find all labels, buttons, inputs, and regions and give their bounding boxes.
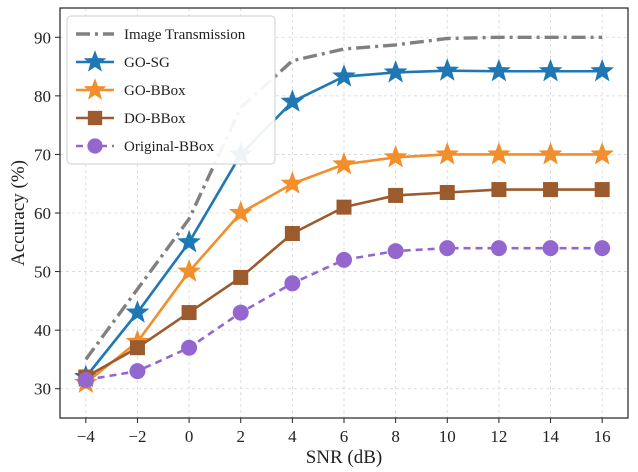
data-point-do-bbox xyxy=(284,226,300,241)
data-point-original-bbox xyxy=(594,240,611,257)
data-point-go-sg xyxy=(383,59,408,83)
x-tick-label: −2 xyxy=(128,427,146,446)
data-point-go-bbox xyxy=(228,200,253,224)
data-point-go-bbox xyxy=(383,144,408,168)
data-point-do-bbox xyxy=(233,269,249,285)
y-tick-label: 60 xyxy=(34,204,51,223)
data-point-go-sg xyxy=(435,58,460,81)
data-point-do-bbox xyxy=(336,199,352,215)
x-tick-label: 14 xyxy=(542,427,560,446)
series-line-original-bbox xyxy=(85,246,603,382)
series-line-do-bbox xyxy=(85,188,603,379)
data-point-go-sg xyxy=(538,58,563,82)
data-point-do-bbox xyxy=(439,185,455,200)
y-axis-title: Accuracy (%) xyxy=(8,160,29,266)
data-point-go-bbox xyxy=(332,151,356,175)
data-point-original-bbox xyxy=(542,240,559,257)
x-axis-title: SNR (dB) xyxy=(306,447,383,468)
data-point-original-bbox xyxy=(490,240,507,257)
data-point-original-bbox xyxy=(129,363,146,380)
data-point-go-sg xyxy=(125,300,150,323)
data-point-go-bbox xyxy=(435,141,460,165)
data-point-go-bbox xyxy=(590,141,615,165)
data-point-original-bbox xyxy=(77,371,94,388)
data-point-original-bbox xyxy=(439,240,456,257)
data-point-original-bbox xyxy=(284,275,301,292)
legend-marker-go-bbox xyxy=(83,78,107,100)
data-point-original-bbox xyxy=(387,243,404,260)
legend-marker-original-bbox xyxy=(87,138,103,154)
legend: Image Transmission GO-SG GO-BBox DO-BBox Ori… xyxy=(66,15,276,165)
y-tick-label: 80 xyxy=(34,87,51,106)
legend-item-image-transmission: Image Transmission xyxy=(76,27,246,43)
data-point-do-bbox xyxy=(594,182,610,198)
legend-box xyxy=(66,15,276,165)
y-tick-label: 70 xyxy=(34,145,51,164)
tick-marks xyxy=(55,36,603,423)
data-point-go-bbox xyxy=(280,171,305,194)
legend-item-do-bbox: DO-BBox xyxy=(76,110,186,127)
y-tick-label: 30 xyxy=(34,380,51,399)
data-point-go-bbox xyxy=(538,141,563,165)
data-point-do-bbox xyxy=(181,305,197,321)
y-tick-labels: 30 40 50 60 70 80 90 xyxy=(34,28,51,398)
data-point-go-bbox xyxy=(177,259,201,282)
x-tick-label: 8 xyxy=(391,427,400,446)
series-do-bbox xyxy=(78,182,610,385)
data-point-original-bbox xyxy=(336,251,352,268)
data-point-go-sg xyxy=(332,64,356,87)
legend-label-go-bbox: GO-BBox xyxy=(124,83,186,99)
series-original-bbox xyxy=(77,240,611,388)
data-point-do-bbox xyxy=(388,187,404,203)
data-point-go-bbox xyxy=(487,141,511,165)
legend-marker-go-sg xyxy=(83,50,107,72)
series-layer xyxy=(73,35,615,393)
data-point-go-sg xyxy=(280,89,305,112)
data-point-original-bbox xyxy=(232,304,249,321)
legend-label-go-sg: GO-SG xyxy=(124,55,170,71)
y-tick-label: 40 xyxy=(34,321,51,340)
legend-item-go-bbox: GO-BBox xyxy=(76,78,186,100)
x-tick-label: 16 xyxy=(594,427,611,446)
x-tick-label: 6 xyxy=(340,427,349,446)
series-image-transmission xyxy=(84,35,603,361)
legend-label-do-bbox: DO-BBox xyxy=(124,111,186,127)
series-line-image-transmission xyxy=(84,35,603,361)
legend-marker-do-bbox xyxy=(87,110,103,126)
x-tick-label: −4 xyxy=(77,427,96,446)
legend-label-image-transmission: Image Transmission xyxy=(124,27,246,43)
legend-item-go-sg: GO-SG xyxy=(76,50,170,72)
legend-item-original-bbox: Original-BBox xyxy=(76,138,214,155)
x-tick-label: 0 xyxy=(185,427,194,446)
data-point-do-bbox xyxy=(129,340,145,356)
x-tick-label: 4 xyxy=(288,427,297,446)
x-tick-label: 12 xyxy=(490,427,507,446)
x-tick-label: 10 xyxy=(439,427,456,446)
data-point-original-bbox xyxy=(181,339,198,356)
data-point-do-bbox xyxy=(543,182,559,198)
legend-label-original-bbox: Original-BBox xyxy=(124,139,214,155)
data-point-go-sg xyxy=(487,58,511,82)
data-point-go-sg xyxy=(177,229,201,253)
x-tick-label: 2 xyxy=(236,427,245,446)
x-tick-labels: −4 −2 0 2 4 6 8 10 12 14 16 xyxy=(77,427,611,446)
data-point-do-bbox xyxy=(491,182,507,198)
y-tick-label: 90 xyxy=(34,28,51,47)
data-point-go-sg xyxy=(590,58,615,82)
y-tick-label: 50 xyxy=(34,263,51,282)
